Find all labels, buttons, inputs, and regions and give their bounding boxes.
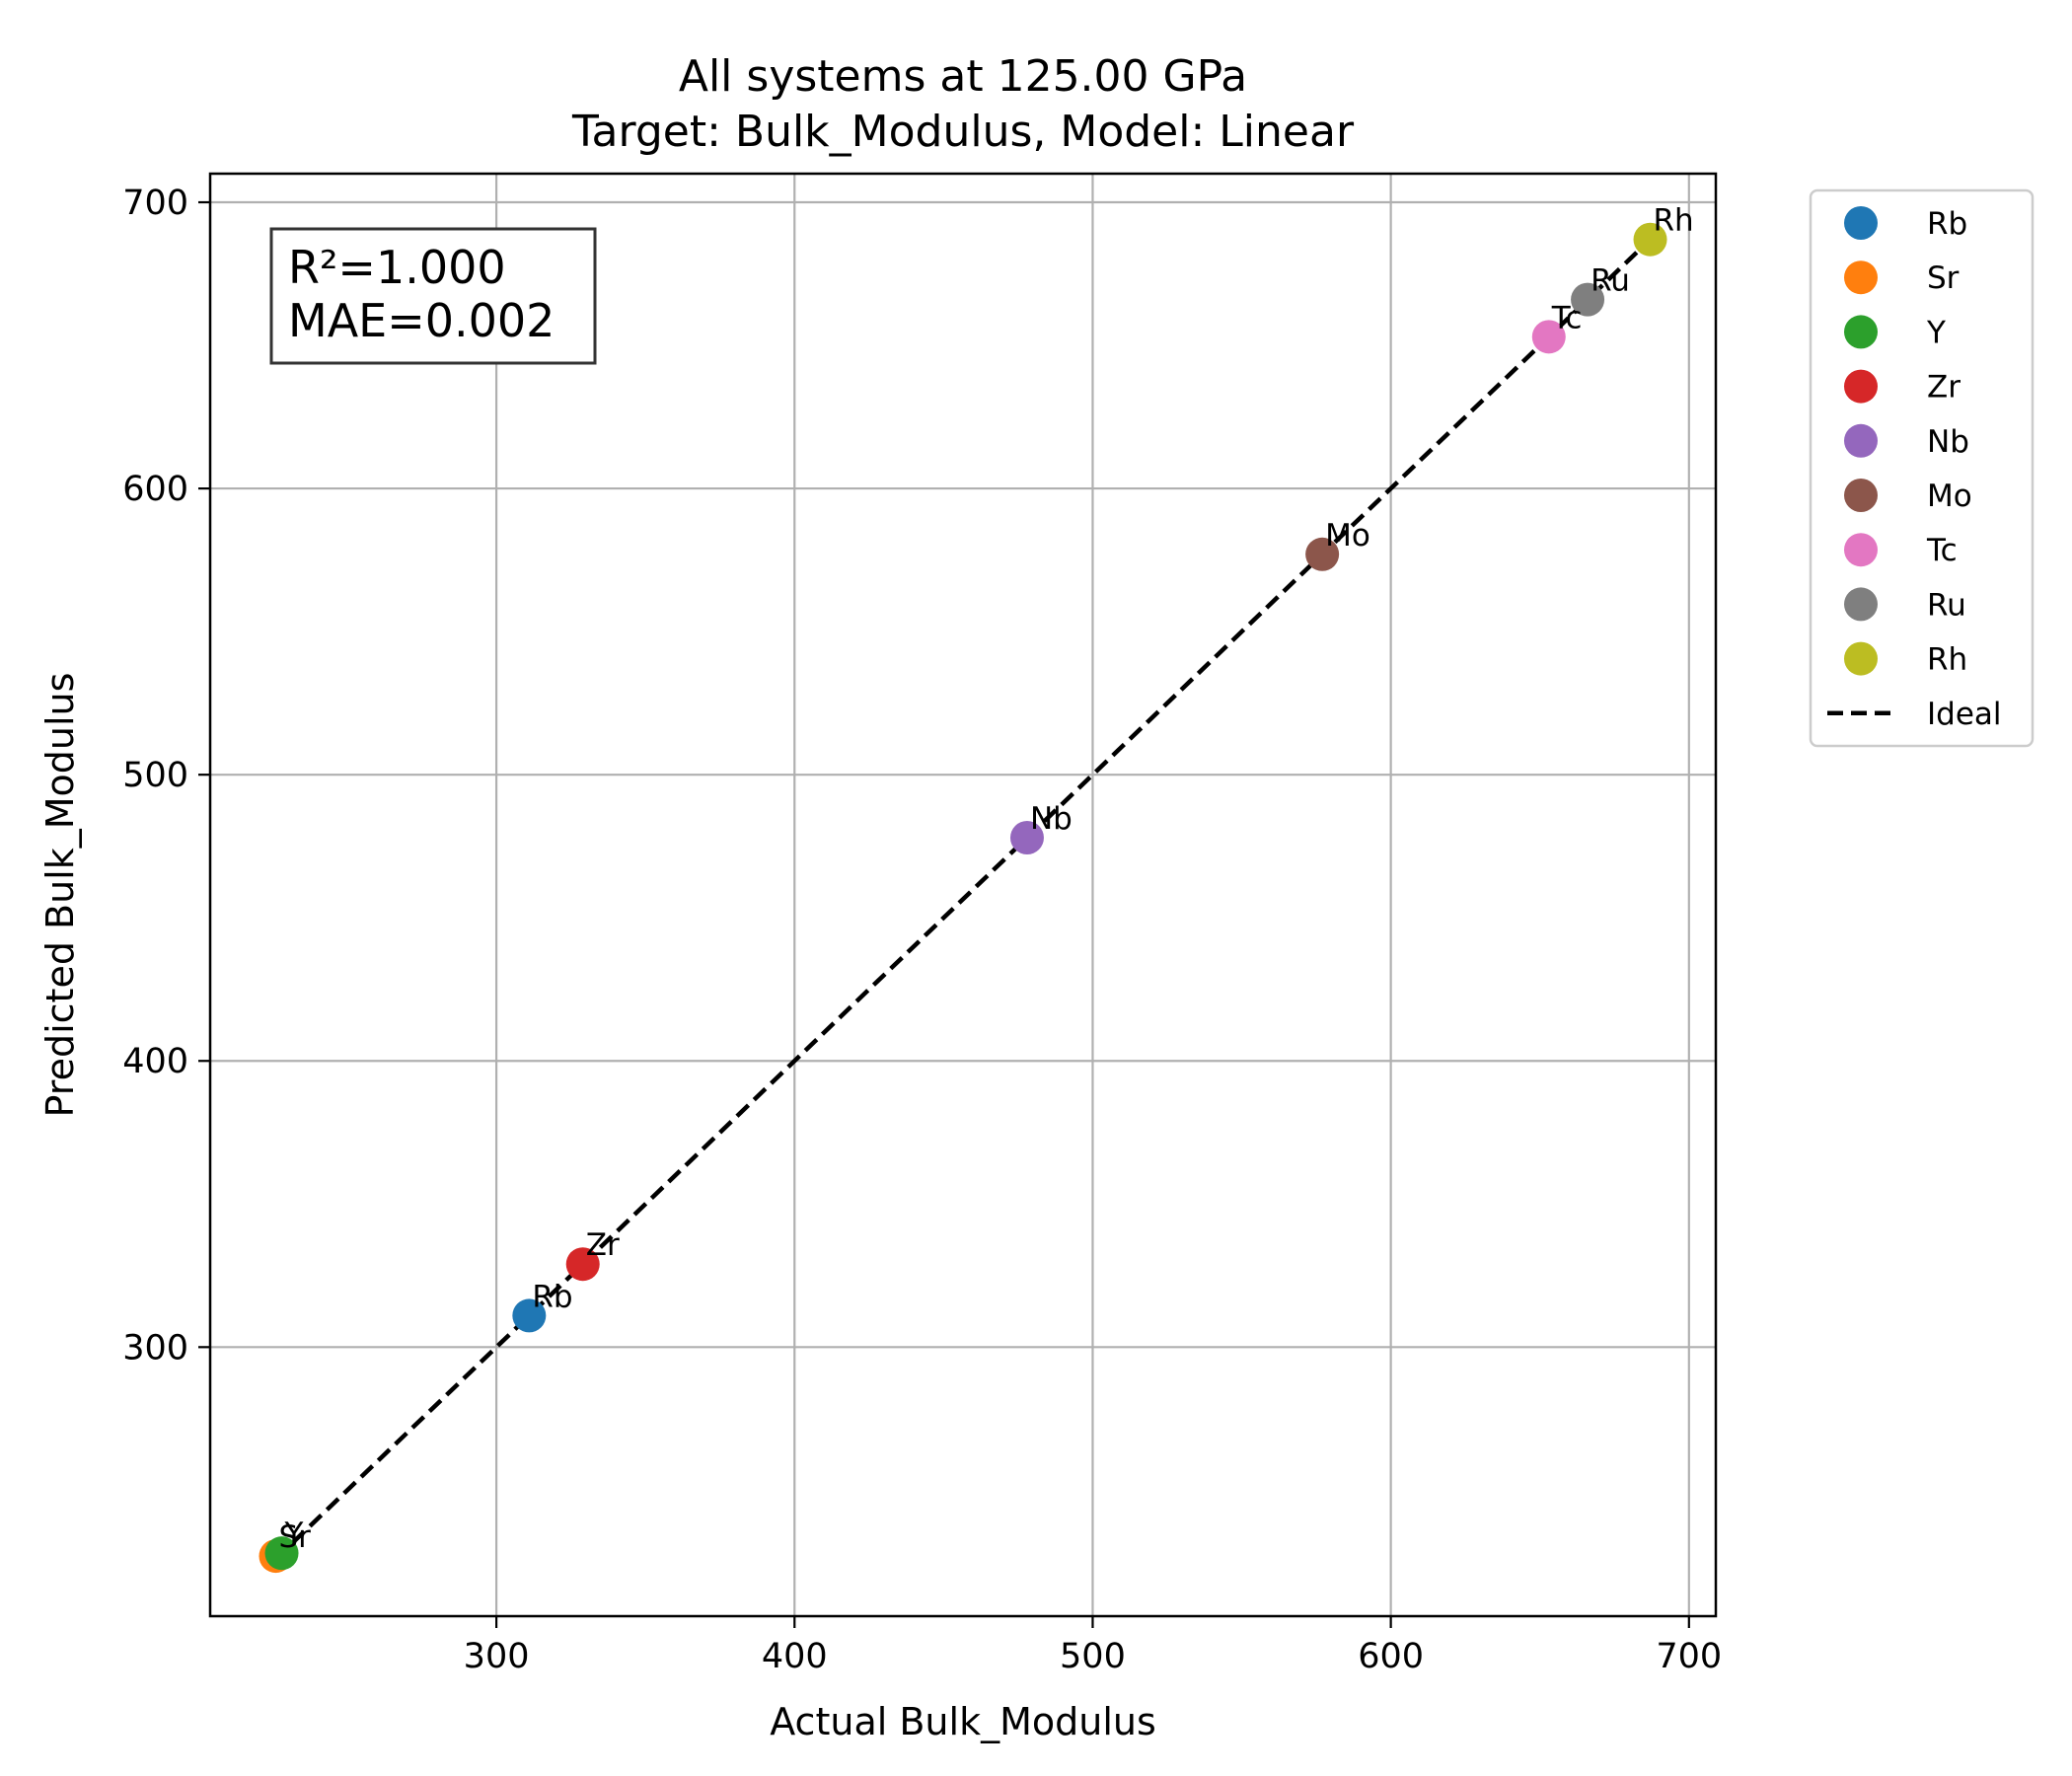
chart-title: All systems at 125.00 GPa: [679, 51, 1247, 102]
legend-marker-rb: [1844, 206, 1878, 240]
legend-label-y: Y: [1926, 315, 1946, 350]
ideal-line: [273, 238, 1653, 1561]
point-label-rh: Rh: [1654, 203, 1694, 239]
x-axis-label: Actual Bulk_Modulus: [770, 1700, 1156, 1743]
legend-marker-y: [1844, 315, 1878, 349]
legend-marker-nb: [1844, 423, 1878, 458]
legend-label-ideal: Ideal: [1927, 697, 2002, 732]
y-tick-label: 700: [122, 184, 188, 223]
legend-label-zr: Zr: [1927, 370, 1961, 406]
point-y: [264, 1536, 299, 1571]
point-zr: [565, 1247, 600, 1282]
point-rh: [1633, 222, 1667, 257]
plot-frame: [208, 172, 1718, 1618]
x-tick-label: 500: [1060, 1637, 1126, 1676]
point-label-nb: Nb: [1030, 801, 1073, 837]
x-tick-label: 600: [1358, 1637, 1424, 1676]
point-label-ru: Ru: [1591, 263, 1630, 299]
chart-subtitle: Target: Bulk_Modulus, Model: Linear: [571, 107, 1355, 157]
y-tick-label: 600: [122, 470, 188, 509]
point-rb: [512, 1298, 547, 1333]
legend-marker-rh: [1844, 641, 1878, 676]
x-tick-label: 400: [762, 1637, 828, 1676]
legend-label-mo: Mo: [1927, 479, 1972, 514]
grid: [210, 174, 1716, 1616]
y-axis-label: Predicted Bulk_Modulus: [38, 673, 82, 1118]
y-tick-label: 400: [122, 1042, 188, 1081]
point-tc: [1531, 320, 1566, 354]
legend: Rb Sr Y Zr Nb Mo Tc Ru Rh Ideal: [1809, 188, 2035, 748]
legend-label-ru: Ru: [1927, 587, 1966, 623]
legend-marker-mo: [1844, 479, 1878, 512]
point-label-sr: Sr: [278, 1519, 311, 1555]
data-points: [259, 222, 1667, 1574]
y-tick-label: 500: [122, 756, 188, 795]
point-label-rb: Rb: [532, 1279, 572, 1314]
point-nb: [1009, 820, 1044, 854]
legend-label-nb: Nb: [1927, 424, 1969, 460]
legend-marker-zr: [1844, 369, 1878, 404]
legend-marker-tc: [1844, 533, 1878, 567]
point-label-zr: Zr: [586, 1227, 620, 1263]
y-tick-label: 300: [122, 1328, 188, 1368]
legend-label-rb: Rb: [1927, 206, 1967, 242]
point-label-tc: Tc: [1551, 300, 1583, 335]
x-tick-label: 700: [1656, 1637, 1722, 1676]
stats-box: R²=1.000 MAE=0.002: [269, 227, 597, 365]
x-tick-label: 300: [464, 1637, 530, 1676]
legend-label-rh: Rh: [1927, 642, 1967, 678]
point-mo: [1305, 537, 1340, 571]
axis-ticks: 300 400 500 600 700 300 400 500 600 700: [122, 184, 1722, 1676]
point-label-mo: Mo: [1325, 518, 1370, 554]
legend-marker-ru: [1844, 587, 1878, 622]
r2-text: R²=1.000: [288, 241, 506, 294]
legend-label-tc: Tc: [1926, 533, 1958, 568]
mae-text: MAE=0.002: [288, 294, 555, 347]
legend-frame: [1809, 188, 2035, 748]
point-label-y: Y: [284, 1517, 304, 1552]
legend-label-sr: Sr: [1927, 260, 1960, 296]
legend-marker-sr: [1844, 260, 1878, 295]
point-ru: [1571, 282, 1605, 317]
